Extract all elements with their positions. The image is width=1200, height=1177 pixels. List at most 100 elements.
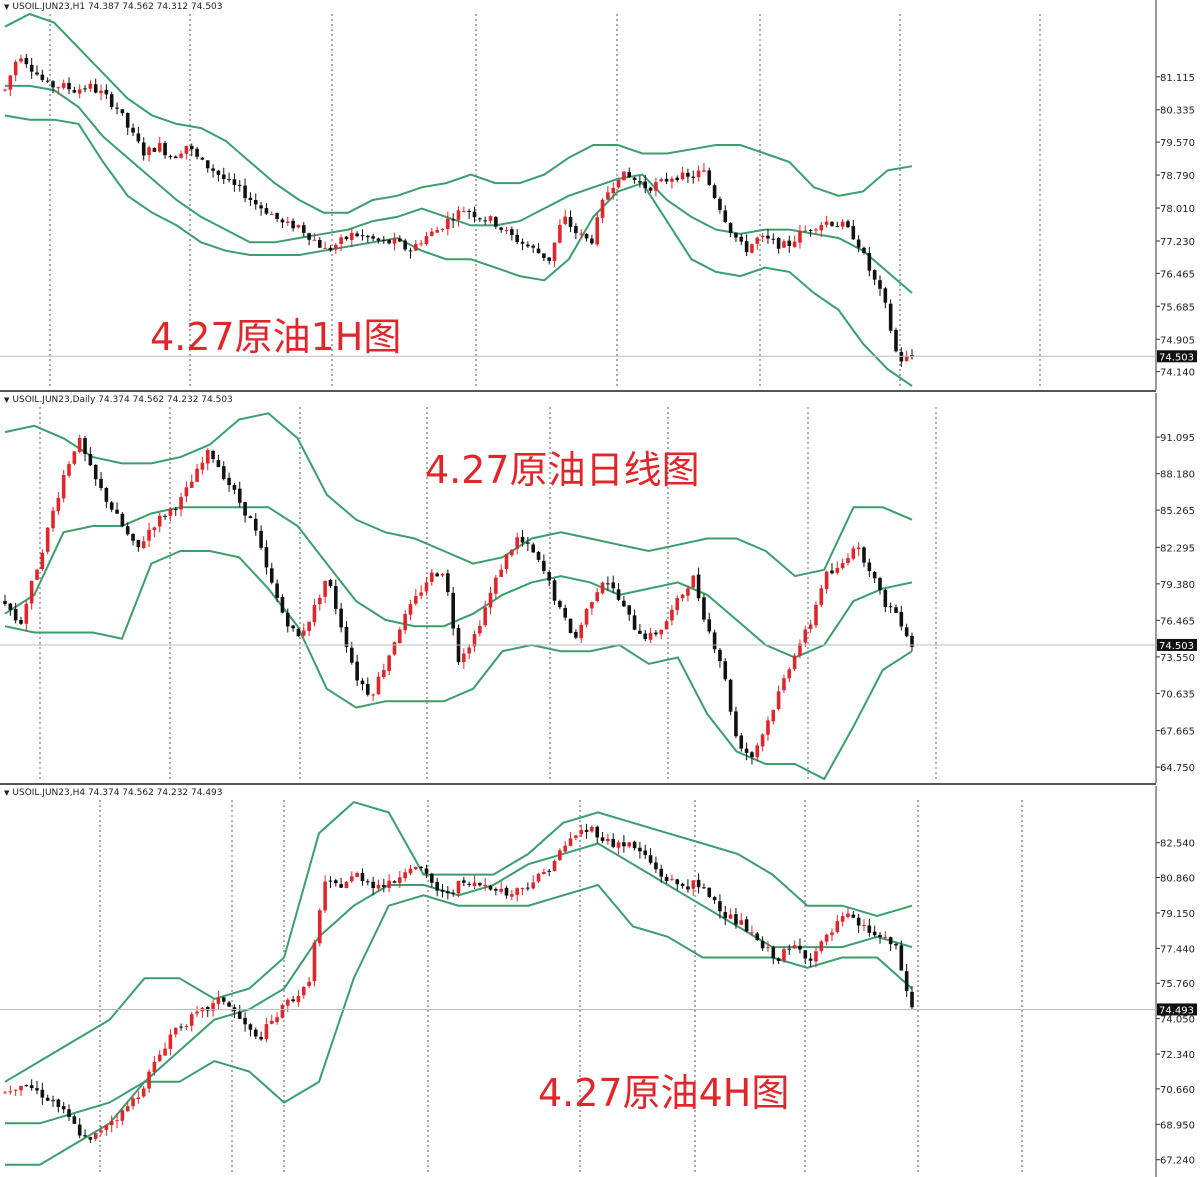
candle-body [515, 537, 519, 549]
candle-body [595, 217, 600, 245]
price-tick-label: 68.950 [1160, 1120, 1195, 1131]
bollinger-upper [4, 800, 913, 1083]
candle-body [787, 948, 792, 950]
candle-body [472, 634, 477, 647]
candle-body [862, 247, 866, 254]
candle-body [285, 612, 290, 627]
candle-body [104, 487, 109, 502]
candle-body [77, 89, 82, 94]
dropdown-arrow-icon[interactable]: ▼ [4, 396, 10, 404]
candle-body [120, 513, 125, 527]
candle-body [483, 220, 487, 222]
candle-body [398, 629, 402, 644]
candle-body [776, 237, 781, 249]
panel-divider[interactable] [0, 783, 1156, 785]
candle-body [344, 881, 349, 889]
candle-body [366, 881, 370, 883]
candle-body [814, 951, 818, 962]
candle-body [526, 542, 530, 544]
candle-body [131, 1098, 135, 1107]
price-tick-label: 74.050 [1160, 1015, 1195, 1026]
candle-body [574, 226, 578, 234]
candle-body [195, 468, 199, 482]
candle-body [451, 892, 455, 894]
candle-body [659, 868, 664, 877]
candle-body [141, 1088, 146, 1097]
candle-body [851, 548, 856, 559]
candle-body [867, 925, 872, 933]
candle-body [312, 239, 317, 241]
candle-body [723, 210, 728, 222]
candle-body [360, 235, 365, 237]
candle-body [803, 950, 808, 959]
candle-body [707, 170, 712, 185]
price-tick-label: 78.010 [1160, 204, 1195, 215]
candle-body [339, 884, 343, 888]
candle-body [520, 888, 525, 890]
candle-body [189, 1014, 194, 1026]
candle-body [227, 477, 231, 486]
candle-body [510, 894, 514, 897]
dropdown-arrow-icon[interactable]: ▼ [4, 3, 10, 11]
candle-body [494, 577, 498, 594]
candle-body [168, 508, 173, 516]
candle-body [189, 481, 194, 488]
candle-body [584, 608, 589, 625]
candle-body [744, 919, 749, 932]
candle-body [712, 185, 717, 198]
candle-body [691, 575, 696, 588]
candle-body [136, 1097, 141, 1100]
candle-body [878, 280, 882, 289]
candle-body [221, 997, 226, 1002]
chart-panel-daily: 91.095 88.180 85.265 82.295 79.380 76.465 73.5… [0, 393, 1200, 783]
candle-body [285, 221, 290, 223]
candle-body [872, 270, 877, 280]
candle-body [88, 83, 93, 89]
candle-body [686, 172, 690, 177]
candle-body [558, 850, 562, 860]
chart-panel-h4: 82.540 80.860 79.150 77.440 75.760 74.050 72.3… [0, 786, 1200, 1177]
candle-body [627, 172, 632, 178]
current-price-label: 74.503 [1159, 641, 1194, 652]
candle-body [168, 1034, 173, 1049]
candle-body [157, 515, 162, 527]
candle-body [856, 239, 861, 248]
dropdown-arrow-icon[interactable]: ▼ [4, 789, 10, 797]
candle-body [179, 153, 183, 158]
candle-body [723, 661, 728, 680]
candle-body [531, 245, 535, 248]
bollinger-middle [5, 84, 913, 294]
candle-body [686, 588, 690, 596]
candle-body [846, 221, 850, 228]
candle-body [408, 250, 413, 252]
candle-body [536, 551, 541, 560]
candle-body [45, 527, 50, 552]
candle-body [179, 1026, 183, 1028]
candle-body [547, 870, 551, 872]
candle-body [696, 879, 701, 888]
current-price-box-bg [1157, 638, 1197, 651]
candle-body [670, 609, 674, 621]
candle-body [600, 837, 605, 841]
candle-body [24, 58, 29, 65]
candle-body [723, 912, 728, 919]
candle-body [280, 597, 285, 613]
candle-body [440, 228, 445, 230]
candle-body [328, 247, 333, 251]
candle-body [552, 860, 557, 872]
candle-body [8, 1091, 13, 1093]
candle-body [211, 451, 215, 460]
candle-body [515, 888, 519, 895]
candle-body [72, 90, 77, 93]
candle-body [67, 1109, 71, 1117]
candle-body [45, 80, 50, 82]
candle-body [526, 887, 530, 889]
candle-body [56, 87, 61, 89]
candle-body [152, 148, 157, 152]
candle-body [152, 527, 157, 531]
candle-body [296, 225, 301, 228]
panel-divider[interactable] [0, 390, 1156, 392]
candle-body [243, 502, 247, 516]
candle-body [563, 216, 568, 224]
candle-body [195, 1011, 199, 1014]
